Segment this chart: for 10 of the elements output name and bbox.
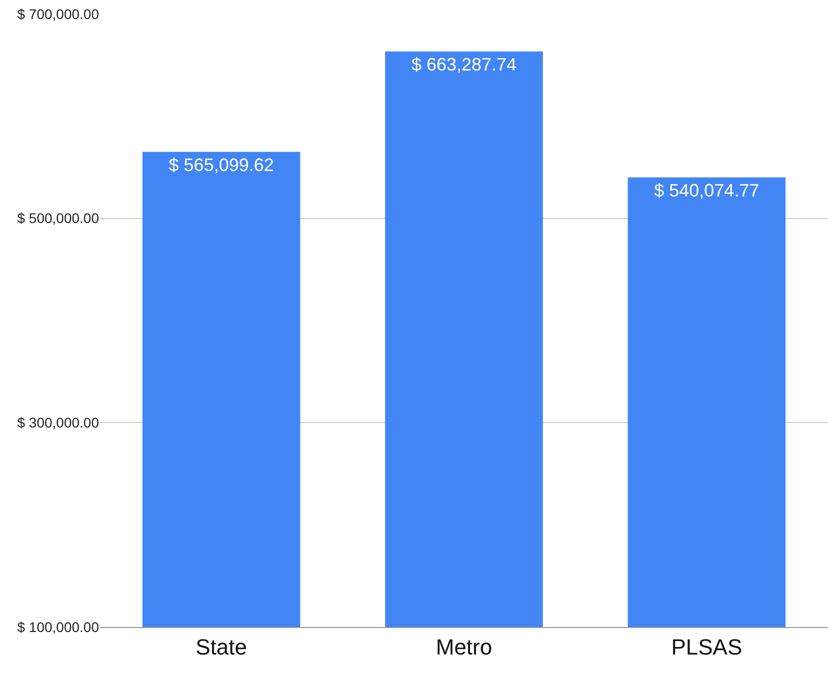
y-tick-label: $ 700,000.00 bbox=[17, 6, 100, 22]
x-tick-label: PLSAS bbox=[671, 634, 742, 660]
y-tick-label: $ 500,000.00 bbox=[17, 210, 100, 226]
y-tick-label: $ 100,000.00 bbox=[17, 618, 100, 635]
data-label: $ 565,099.62 bbox=[168, 154, 274, 175]
x-tick-label: State bbox=[196, 634, 248, 660]
y-tick-label: $ 300,000.00 bbox=[17, 414, 100, 431]
data-label: $ 663,287.74 bbox=[411, 54, 517, 75]
x-tick-label: Metro bbox=[436, 634, 492, 660]
data-label: $ 540,074.77 bbox=[654, 180, 760, 200]
